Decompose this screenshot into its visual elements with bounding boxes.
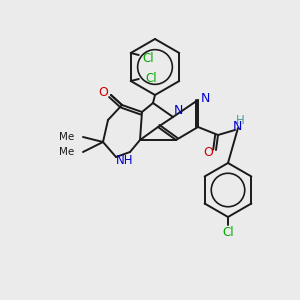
Text: Me: Me [59,132,74,142]
Text: O: O [98,86,108,100]
Text: N: N [173,103,183,116]
Text: Cl: Cl [222,226,234,239]
Text: Cl: Cl [145,71,157,85]
Text: O: O [203,146,213,158]
Text: Me: Me [59,147,74,157]
Text: N: N [200,92,210,104]
Text: N: N [232,119,242,133]
Text: NH: NH [116,154,134,167]
Text: Cl: Cl [142,52,154,64]
Text: H: H [236,115,244,128]
